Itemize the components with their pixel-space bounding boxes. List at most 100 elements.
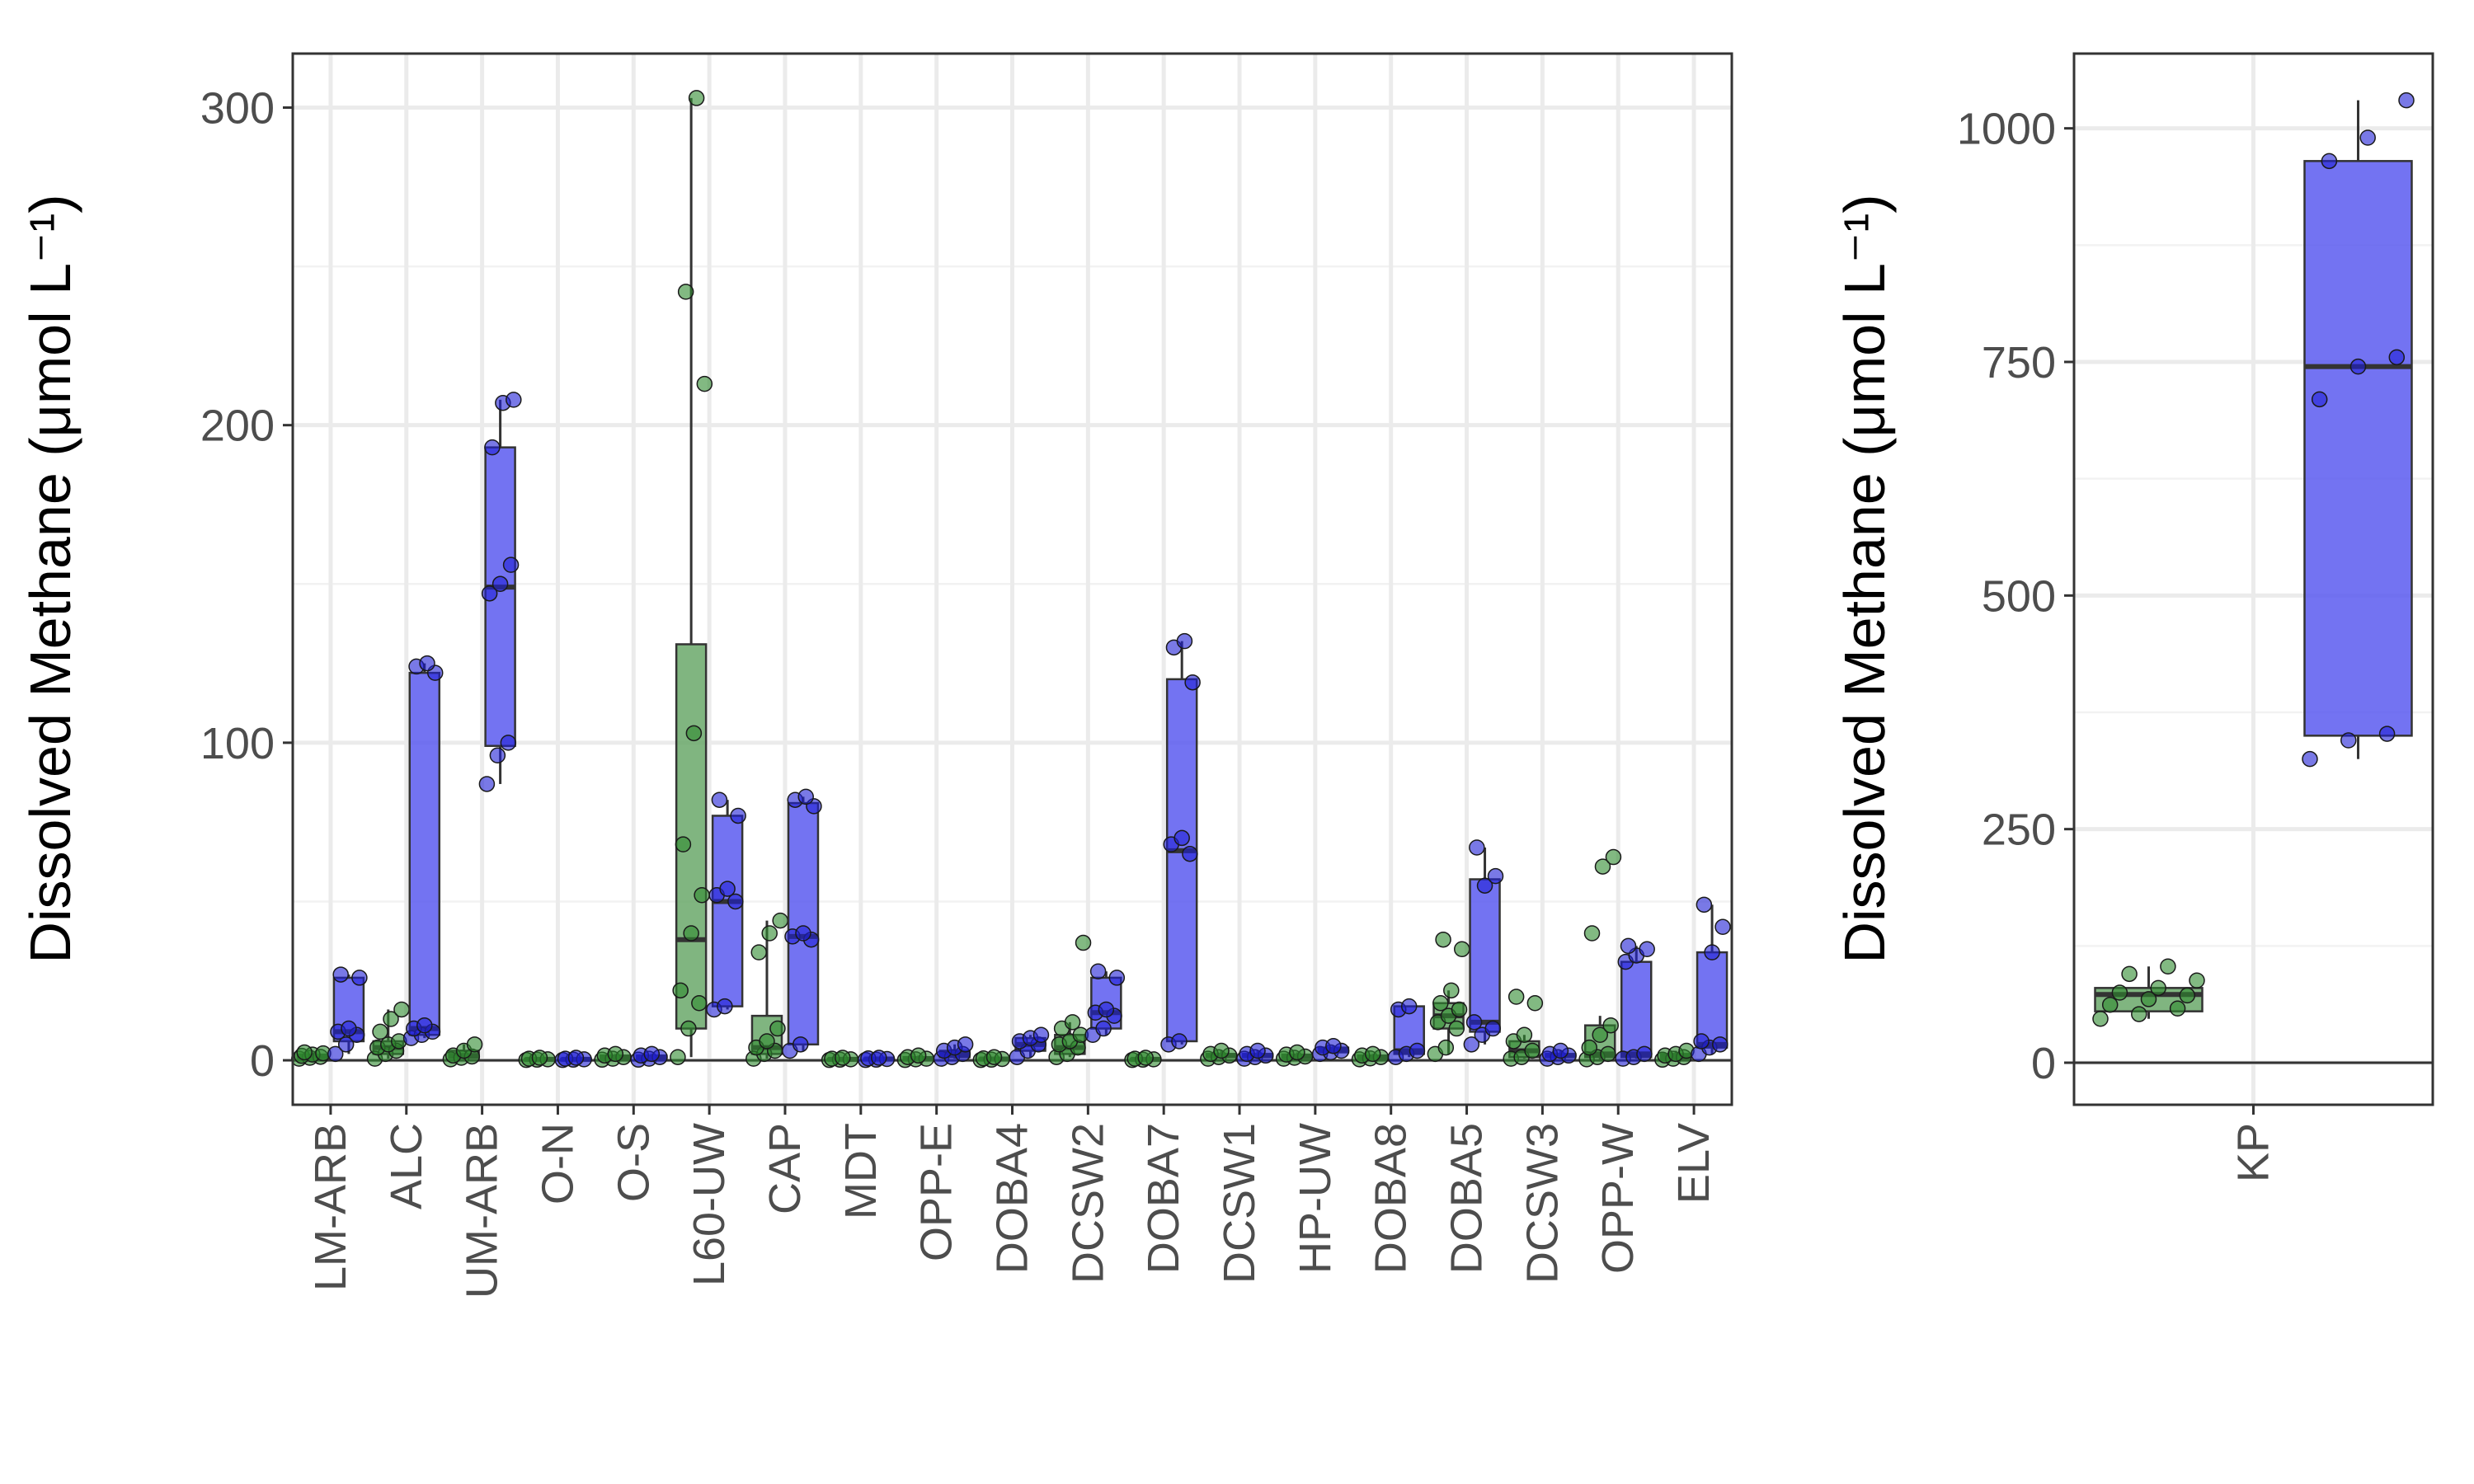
data-point bbox=[1712, 1036, 1729, 1053]
data-point bbox=[1095, 1020, 1112, 1037]
data-point bbox=[1487, 867, 1504, 885]
data-point bbox=[2160, 958, 2176, 975]
data-point bbox=[985, 1049, 1003, 1065]
data-point bbox=[1454, 941, 1470, 958]
data-point bbox=[2169, 1000, 2186, 1017]
iqr-box bbox=[1620, 960, 1653, 1059]
data-point bbox=[761, 925, 778, 942]
data-point bbox=[1524, 1042, 1540, 1059]
data-point bbox=[871, 1050, 887, 1066]
data-point bbox=[694, 887, 710, 904]
x-tick-label: MDT bbox=[836, 1123, 886, 1219]
data-point bbox=[1704, 944, 1720, 960]
data-point bbox=[1098, 1001, 1115, 1018]
data-point bbox=[1437, 1039, 1455, 1056]
y-tick-label: 500 bbox=[1982, 571, 2056, 621]
data-point bbox=[1108, 970, 1126, 986]
y-axis-label: Dissolved Methane (μmol L⁻¹) bbox=[18, 194, 82, 963]
y-tick-label: 200 bbox=[200, 402, 275, 451]
data-point bbox=[727, 893, 744, 910]
data-point bbox=[2349, 358, 2367, 375]
data-point bbox=[327, 1045, 344, 1063]
iqr-box bbox=[787, 801, 820, 1046]
data-point bbox=[792, 1036, 809, 1053]
iqr-box bbox=[675, 643, 708, 1030]
data-point bbox=[1032, 1026, 1050, 1044]
data-point bbox=[1714, 918, 1731, 936]
data-point bbox=[1636, 1045, 1653, 1063]
data-point bbox=[2101, 996, 2119, 1013]
data-point bbox=[2092, 1010, 2109, 1027]
data-point bbox=[1184, 674, 1201, 691]
x-tick-label: KP bbox=[2229, 1123, 2279, 1182]
y-tick-label: 0 bbox=[2031, 1039, 2056, 1088]
data-point bbox=[677, 284, 694, 300]
data-point bbox=[683, 925, 699, 942]
data-point bbox=[717, 998, 733, 1015]
data-point bbox=[797, 788, 814, 805]
x-tick-label: DOBA7 bbox=[1139, 1123, 1188, 1274]
data-point bbox=[489, 747, 506, 764]
data-point bbox=[1409, 1042, 1426, 1059]
data-point bbox=[1174, 829, 1190, 847]
data-point bbox=[500, 735, 517, 751]
data-point bbox=[2150, 979, 2166, 997]
iqr-box bbox=[484, 446, 516, 747]
data-point bbox=[2189, 972, 2205, 989]
data-point bbox=[643, 1045, 661, 1063]
data-point bbox=[1064, 1014, 1081, 1031]
data-point bbox=[795, 925, 811, 942]
data-point bbox=[696, 375, 713, 392]
data-point bbox=[772, 912, 788, 929]
x-tick-label: OPP-W bbox=[1593, 1123, 1643, 1274]
y-tick-label: 250 bbox=[1982, 805, 2056, 855]
data-point bbox=[835, 1050, 851, 1066]
data-point bbox=[383, 1011, 399, 1027]
data-point bbox=[393, 1001, 410, 1018]
data-point bbox=[1465, 1014, 1483, 1031]
data-point bbox=[711, 791, 728, 808]
data-point bbox=[1526, 994, 1544, 1012]
y-tick-label: 300 bbox=[200, 83, 275, 133]
x-tick-label: LM-ARB bbox=[306, 1123, 355, 1291]
data-point bbox=[419, 655, 435, 672]
x-tick-label: DOBA4 bbox=[988, 1123, 1037, 1274]
data-point bbox=[2179, 987, 2196, 1004]
data-point bbox=[675, 836, 692, 852]
data-point bbox=[957, 1036, 974, 1053]
data-point bbox=[1432, 994, 1449, 1012]
data-point bbox=[337, 1036, 355, 1053]
data-point bbox=[1693, 1033, 1710, 1050]
data-point bbox=[416, 1017, 433, 1034]
data-point bbox=[351, 970, 368, 986]
data-point bbox=[1075, 934, 1092, 951]
data-point bbox=[2121, 965, 2138, 983]
x-tick-label: HP-UW bbox=[1291, 1123, 1340, 1274]
data-point bbox=[466, 1036, 483, 1053]
data-point bbox=[2378, 726, 2396, 742]
data-point bbox=[1182, 845, 1198, 862]
data-point bbox=[332, 966, 349, 983]
data-point bbox=[1639, 941, 1655, 958]
data-point bbox=[1602, 1017, 1619, 1034]
y-tick-label: 750 bbox=[1982, 338, 2056, 387]
data-point bbox=[670, 1049, 686, 1065]
data-point bbox=[492, 575, 509, 593]
x-tick-label: CAP bbox=[760, 1123, 810, 1214]
data-point bbox=[1137, 1050, 1154, 1066]
y-tick-label: 1000 bbox=[1957, 105, 2056, 154]
left-panel: 0 100 200 300 LM-ARB ALC UM-ARB O-N O-S L60-UW CAP… bbox=[18, 52, 1733, 1298]
data-point bbox=[1581, 1039, 1598, 1056]
data-point bbox=[719, 881, 736, 897]
data-point bbox=[1463, 1036, 1480, 1053]
data-point bbox=[1605, 848, 1622, 866]
data-point bbox=[1089, 963, 1107, 979]
data-point bbox=[1552, 1042, 1569, 1059]
data-point bbox=[481, 585, 498, 602]
iqr-box bbox=[2303, 160, 2413, 737]
data-point bbox=[2131, 1006, 2147, 1022]
x-tick-label: OPP-E bbox=[912, 1123, 962, 1261]
data-point bbox=[1516, 1026, 1533, 1044]
data-point bbox=[478, 776, 496, 792]
data-point bbox=[1620, 937, 1637, 955]
